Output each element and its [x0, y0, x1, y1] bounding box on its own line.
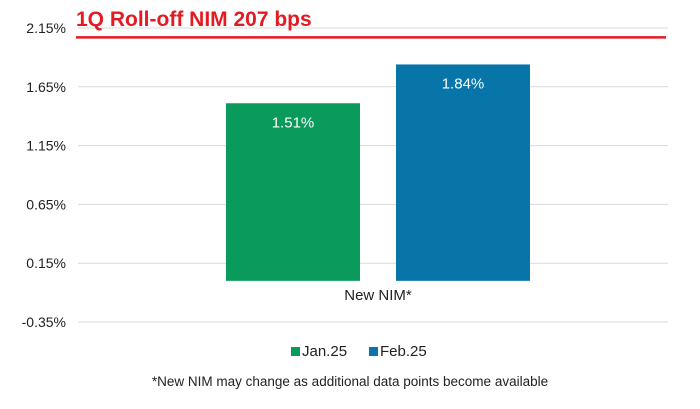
legend: Jan.25 Feb.25: [291, 343, 427, 360]
x-axis: New NIM*: [344, 287, 412, 304]
y-tick-label: 2.15%: [26, 20, 66, 36]
legend-label-feb25: Feb.25: [380, 343, 427, 360]
x-category-label: New NIM*: [344, 287, 412, 304]
footnote: *New NIM may change as additional data p…: [152, 374, 548, 389]
legend-swatch-feb25: [369, 347, 378, 356]
bar-feb25: [396, 64, 530, 281]
y-tick-label: 0.15%: [26, 255, 66, 271]
y-tick-label: 1.65%: [26, 79, 66, 95]
y-tick-label: 1.15%: [26, 138, 66, 154]
legend-swatch-jan25: [291, 347, 300, 356]
gridlines: [78, 27, 668, 323]
chart-title: 1Q Roll-off NIM 207 bps: [76, 8, 312, 31]
legend-label-jan25: Jan.25: [302, 343, 347, 360]
y-tick-label: 0.65%: [26, 196, 66, 212]
y-tick-label: -0.35%: [22, 314, 66, 330]
data-label: 1.84%: [442, 75, 485, 92]
bars: 1.51% 1.84%: [226, 64, 530, 281]
data-label: 1.51%: [272, 114, 315, 131]
y-axis: 2.15% 1.65% 1.15% 0.65% 0.15% -0.35%: [22, 20, 66, 330]
bar-jan25: [226, 103, 360, 281]
